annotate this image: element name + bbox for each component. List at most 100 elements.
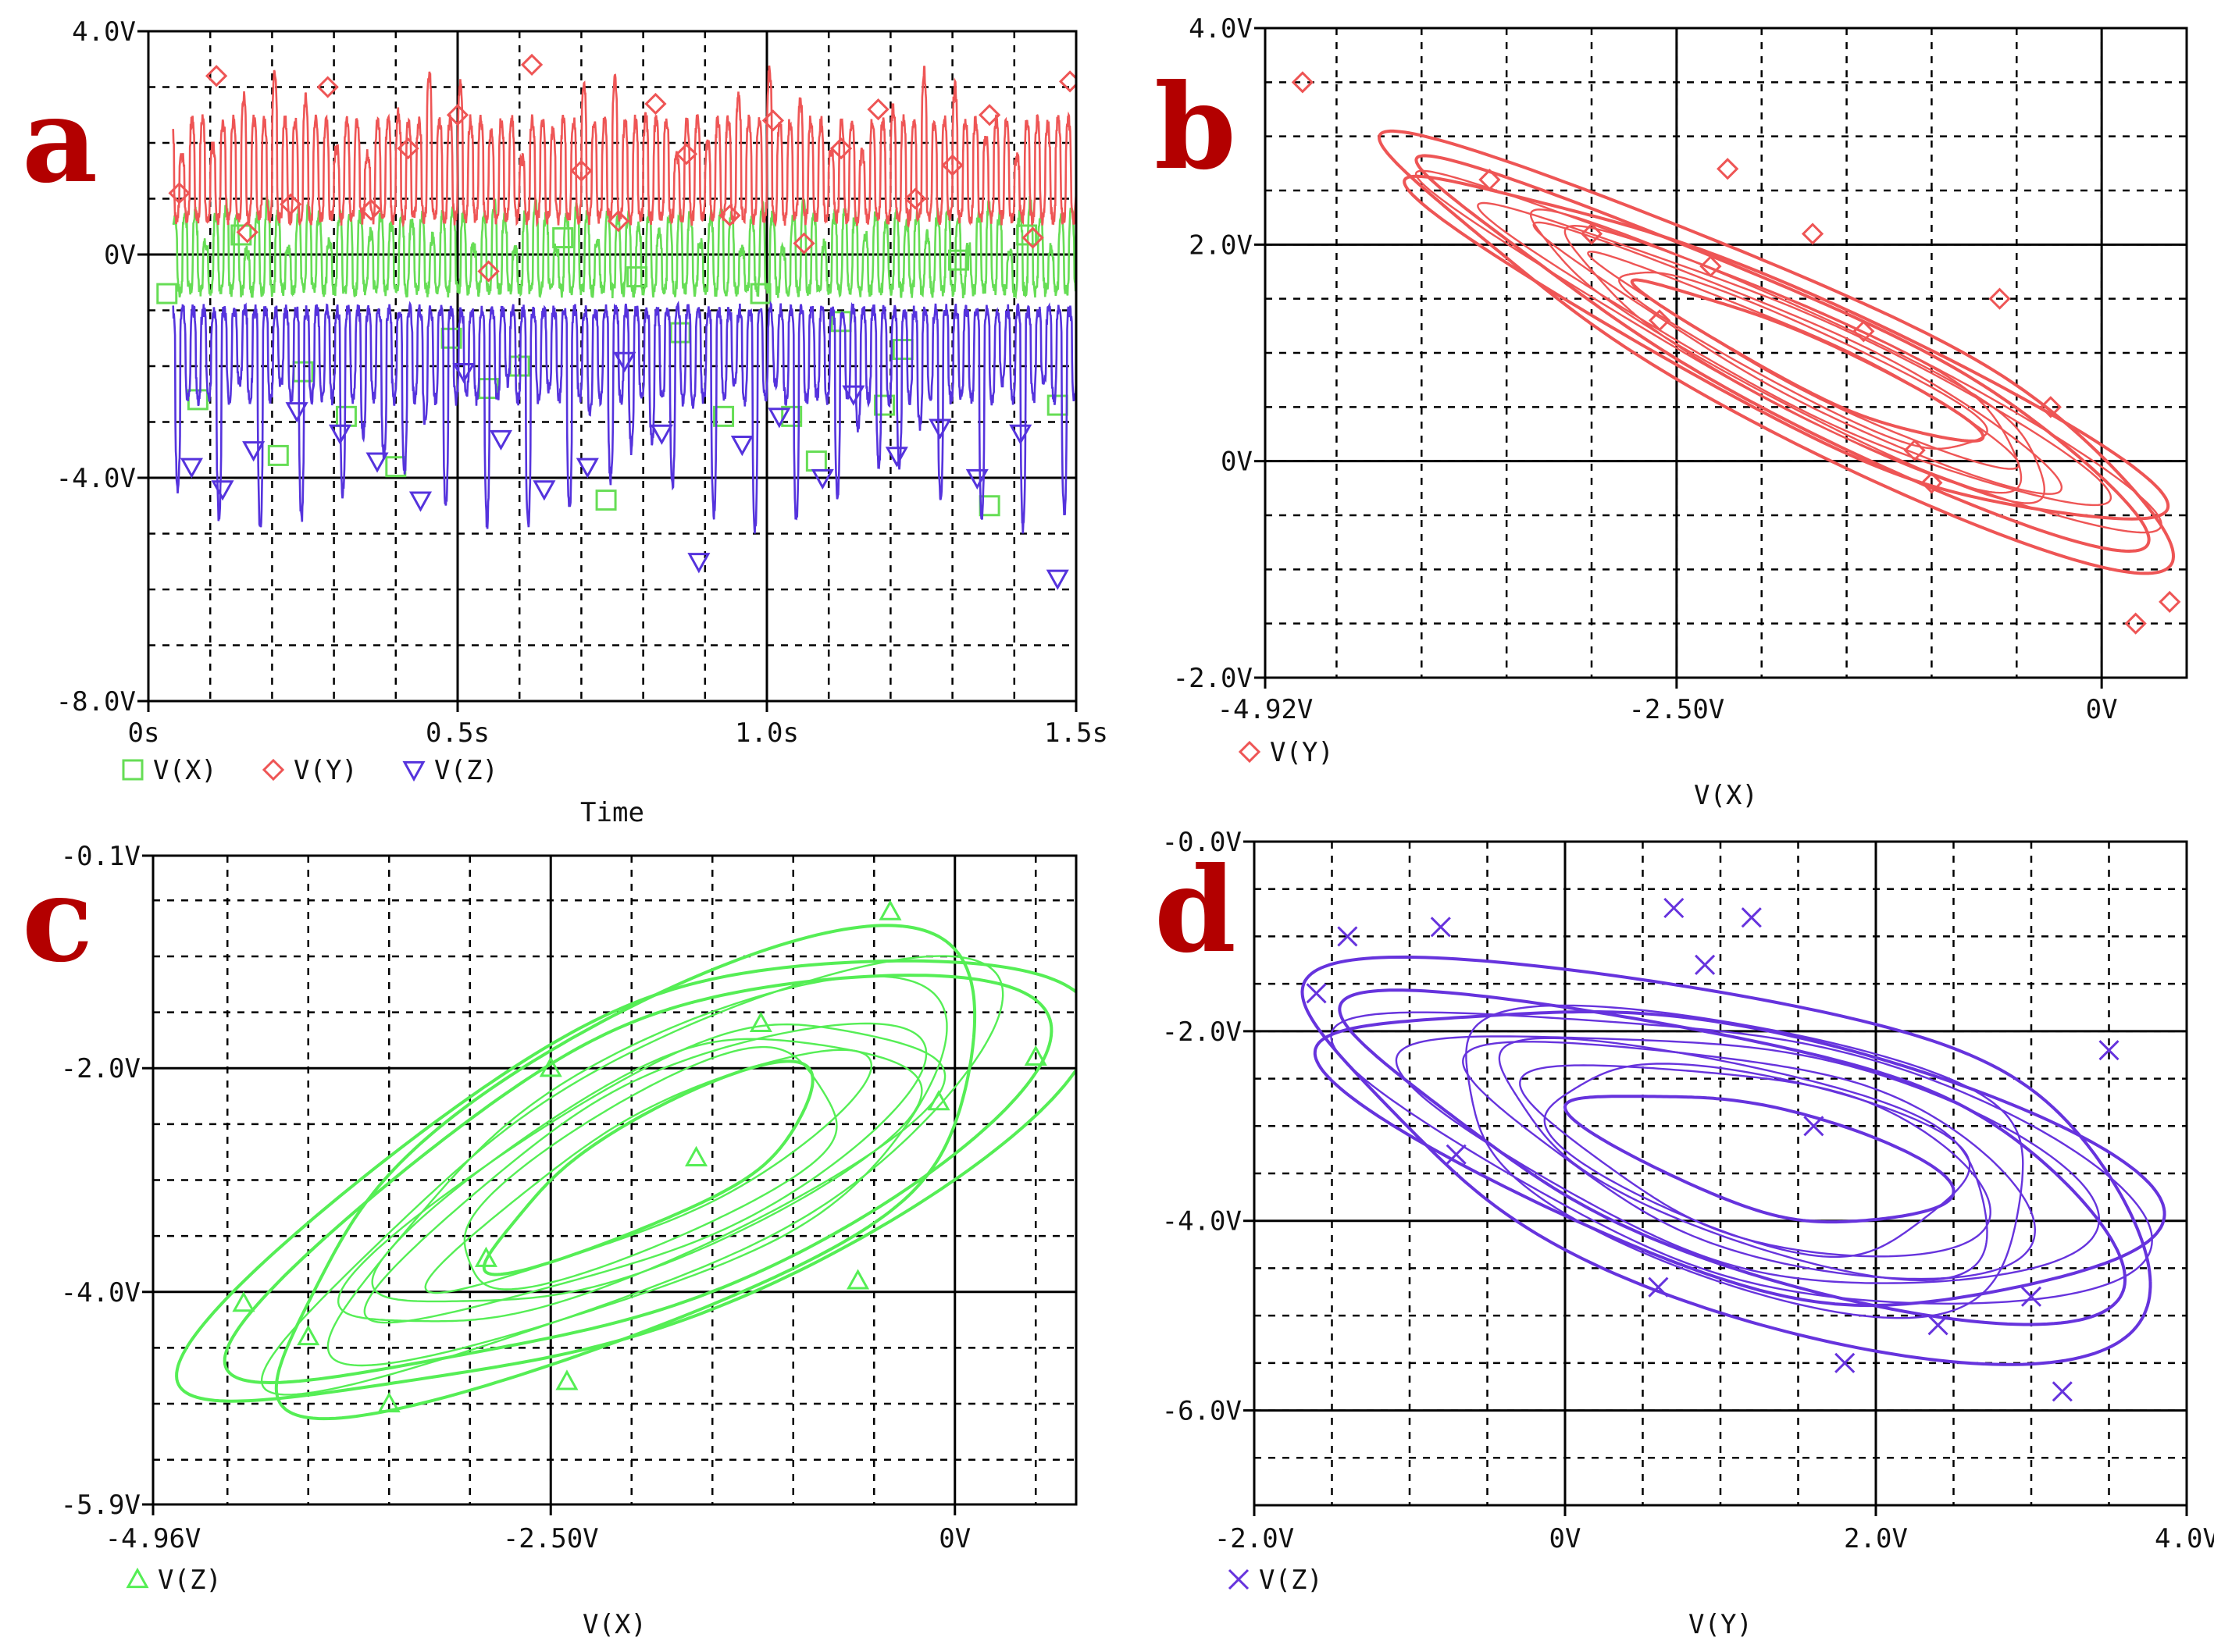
data-marker	[539, 1056, 562, 1077]
x-tick-label: 0s	[128, 717, 160, 749]
grid-d	[1253, 840, 2188, 1507]
y-tick-label: -4.0V	[61, 1277, 141, 1308]
data-marker	[607, 209, 630, 233]
data-marker	[408, 491, 433, 512]
plot-area-c	[175, 899, 1076, 1421]
data-marker	[842, 385, 865, 406]
plot-area-a	[156, 53, 1076, 590]
data-marker	[452, 363, 476, 384]
data-marker	[474, 1246, 497, 1267]
legend-label: V(X)	[153, 755, 217, 786]
data-marker	[613, 351, 636, 372]
data-marker	[1927, 1315, 1948, 1336]
data-marker	[1337, 926, 1358, 947]
panel-letter-c: c	[22, 851, 93, 988]
x-tick-label: 2.0V	[1844, 1523, 1908, 1554]
x-tick-label: -4.92V	[1218, 694, 1314, 725]
orbit-loop	[363, 1022, 928, 1324]
orbit-loop	[463, 1045, 838, 1291]
y-tick-label: 2.0V	[1189, 230, 1253, 261]
data-marker	[440, 327, 462, 349]
orbit-loop	[1630, 278, 1985, 443]
data-marker	[879, 899, 902, 920]
legend-marker	[402, 760, 426, 782]
data-marker	[285, 402, 308, 423]
orbit-loop	[1465, 1004, 2024, 1319]
legend-marker	[262, 758, 285, 781]
orbit-loop	[482, 1059, 815, 1276]
orbit-loop	[1300, 955, 2152, 1366]
orbit-loop	[1377, 129, 2176, 575]
data-marker	[626, 266, 648, 288]
data-marker	[2098, 1040, 2120, 1061]
legend-marker	[1238, 740, 1261, 764]
data-marker	[211, 480, 234, 501]
x-tick-label: 1.0s	[735, 717, 799, 749]
data-marker	[180, 458, 203, 479]
data-marker	[1663, 897, 1685, 919]
y-tick-label: -4.0V	[1162, 1206, 1242, 1237]
legend-label: V(Y)	[1270, 737, 1334, 768]
data-marker	[965, 468, 989, 490]
data-marker	[1801, 223, 1824, 245]
data-marker	[805, 450, 827, 472]
x-axis-title: Time	[580, 797, 644, 828]
data-marker	[687, 553, 711, 574]
data-marker	[1717, 158, 1739, 180]
data-marker	[489, 429, 512, 451]
data-marker	[446, 104, 469, 126]
data-marker	[941, 154, 964, 176]
legend-label: V(Z)	[1259, 1565, 1323, 1596]
data-marker	[978, 104, 1001, 126]
data-marker	[230, 224, 252, 246]
plot-frame-d	[1253, 840, 2188, 1507]
data-marker	[713, 405, 735, 427]
data-marker	[1699, 255, 1722, 278]
data-marker	[1009, 424, 1032, 445]
panel-letter-a: a	[22, 72, 98, 209]
orbit-loop	[1462, 1041, 2037, 1280]
data-marker	[552, 227, 574, 249]
data-marker	[156, 283, 178, 304]
orbit-loop	[1532, 221, 2063, 495]
data-marker	[1852, 320, 1875, 343]
y-tick-label: 4.0V	[1189, 13, 1253, 45]
data-marker	[205, 65, 228, 87]
data-marker	[168, 182, 191, 205]
data-marker	[1478, 169, 1501, 191]
data-marker	[829, 137, 853, 160]
orbit-loop	[1338, 988, 2127, 1326]
orbit-loop	[1563, 224, 2023, 494]
data-marker	[267, 444, 289, 466]
grid-b	[1265, 27, 2188, 679]
panel-letter-d: d	[1154, 842, 1236, 979]
data-marker	[1306, 983, 1327, 1004]
data-marker	[1648, 1276, 1669, 1298]
plot-area-b	[1291, 71, 2181, 635]
y-tick-label: -6.0V	[1162, 1396, 1242, 1427]
data-marker	[570, 159, 593, 182]
x-axis-title: V(Y)	[1688, 1609, 1752, 1640]
y-tick-label: -8.0V	[56, 686, 136, 717]
data-marker	[781, 405, 803, 427]
orbit-loop	[1395, 1035, 2100, 1284]
data-marker	[1903, 439, 1926, 461]
series-line-vy	[172, 65, 1076, 228]
legend-label: V(Z)	[434, 755, 498, 786]
x-tick-label: 0V	[2086, 694, 2118, 725]
data-marker	[576, 458, 599, 479]
orbit-loop	[326, 975, 948, 1367]
data-marker	[1058, 70, 1076, 93]
x-tick-label: 1.5s	[1044, 717, 1108, 749]
legend-marker	[122, 759, 144, 781]
legend-label: V(Y)	[294, 755, 358, 786]
series-line-vx	[172, 195, 1076, 300]
data-marker	[232, 1291, 255, 1312]
orbit-loop	[1543, 1063, 1971, 1259]
series-line-vz	[172, 300, 1076, 534]
data-marker	[650, 424, 673, 445]
x-tick-label: -2.50V	[1628, 694, 1724, 725]
y-tick-label: -2.0V	[1162, 1016, 1242, 1048]
data-marker	[1430, 917, 1451, 938]
